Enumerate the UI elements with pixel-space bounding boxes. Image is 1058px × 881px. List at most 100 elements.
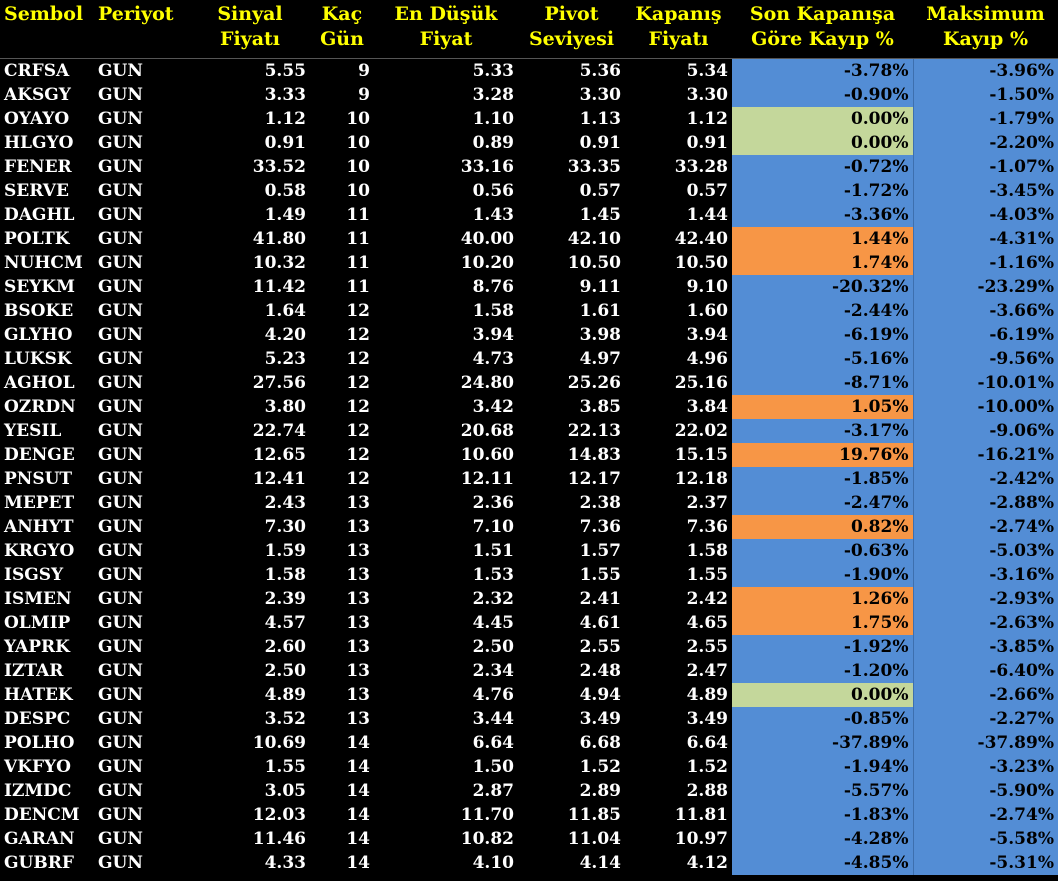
cell-kapanis-fiyati: 4.89 <box>686 685 728 705</box>
table-row: VKFYO GUN 1.55 14 1.50 1.52 1.52 -1.94% -3.23% <box>0 755 1058 779</box>
cell-periyot: GUN <box>98 469 143 489</box>
cell-pivot-seviyesi: 1.57 <box>579 541 621 561</box>
cell-kac-gun: 13 <box>346 517 370 537</box>
cell-pivot-seviyesi: 3.85 <box>579 397 621 417</box>
header-label-line2: Kayıp % <box>942 28 1029 50</box>
cell-pivot-seviyesi: 3.98 <box>579 325 621 345</box>
header-periyot: Periyot <box>94 0 190 59</box>
header-sembol: Sembol <box>0 0 94 59</box>
cell-kapanis-fiyati: 7.36 <box>686 517 728 537</box>
cell-kac-gun: 10 <box>346 181 370 201</box>
cell-kac-gun: 11 <box>346 205 370 225</box>
header-label-line1: Kaç <box>321 3 363 25</box>
cell-pivot-seviyesi: 10.50 <box>567 253 621 273</box>
cell-son-kapanisa-gore-kayip: -1.94% <box>732 755 914 779</box>
cell-kac-gun: 11 <box>346 253 370 273</box>
cell-sinyal-fiyati: 41.80 <box>252 229 306 249</box>
cell-sinyal-fiyati: 10.32 <box>252 253 306 273</box>
cell-pivot-seviyesi: 1.55 <box>579 565 621 585</box>
cell-pivot-seviyesi: 1.45 <box>579 205 621 225</box>
cell-son-kapanisa-gore-kayip: -4.28% <box>732 827 914 851</box>
cell-maksimum-kayip: -2.66% <box>913 683 1058 707</box>
cell-maksimum-kayip: -3.85% <box>913 635 1058 659</box>
cell-maksimum-kayip: -5.58% <box>913 827 1058 851</box>
header-kac-gun: Kaç Gün <box>310 0 374 59</box>
cell-sembol: POLHO <box>4 733 75 753</box>
cell-maksimum-kayip: -3.45% <box>913 179 1058 203</box>
cell-kapanis-fiyati: 25.16 <box>674 373 728 393</box>
cell-kapanis-fiyati: 1.44 <box>686 205 728 225</box>
header-label-line1: En Düşük <box>394 3 498 25</box>
cell-kapanis-fiyati: 4.12 <box>686 853 728 873</box>
cell-periyot: GUN <box>98 709 143 729</box>
cell-kac-gun: 10 <box>346 133 370 153</box>
cell-en-dusuk-fiyat: 1.53 <box>472 565 514 585</box>
cell-en-dusuk-fiyat: 10.60 <box>460 445 514 465</box>
table-row: HLGYO GUN 0.91 10 0.89 0.91 0.91 0.00% -2.20% <box>0 131 1058 155</box>
table-row: SERVE GUN 0.58 10 0.56 0.57 0.57 -1.72% -3.45% <box>0 179 1058 203</box>
table-row: KRGYO GUN 1.59 13 1.51 1.57 1.58 -0.63% -5.03% <box>0 539 1058 563</box>
cell-sembol: ISGSY <box>4 565 64 585</box>
cell-en-dusuk-fiyat: 4.45 <box>472 613 514 633</box>
cell-kapanis-fiyati: 5.34 <box>686 61 728 81</box>
cell-pivot-seviyesi: 9.11 <box>579 277 621 297</box>
cell-en-dusuk-fiyat: 3.44 <box>472 709 514 729</box>
cell-kac-gun: 12 <box>346 445 370 465</box>
cell-periyot: GUN <box>98 805 143 825</box>
cell-sinyal-fiyati: 33.52 <box>252 157 306 177</box>
cell-pivot-seviyesi: 4.97 <box>579 349 621 369</box>
cell-son-kapanisa-gore-kayip: 1.44% <box>732 227 914 251</box>
cell-kapanis-fiyati: 3.49 <box>686 709 728 729</box>
cell-sembol: YESIL <box>4 421 62 441</box>
cell-son-kapanisa-gore-kayip: -1.20% <box>732 659 914 683</box>
cell-son-kapanisa-gore-kayip: -1.72% <box>732 179 914 203</box>
table-row: DESPC GUN 3.52 13 3.44 3.49 3.49 -0.85% -2.27% <box>0 707 1058 731</box>
cell-maksimum-kayip: -3.66% <box>913 299 1058 323</box>
cell-sembol: ISMEN <box>4 589 72 609</box>
cell-pivot-seviyesi: 3.30 <box>579 85 621 105</box>
cell-pivot-seviyesi: 7.36 <box>579 517 621 537</box>
table-row: ANHYT GUN 7.30 13 7.10 7.36 7.36 0.82% -2.74% <box>0 515 1058 539</box>
cell-sembol: SERVE <box>4 181 69 201</box>
cell-son-kapanisa-gore-kayip: -6.19% <box>732 323 914 347</box>
cell-maksimum-kayip: -23.29% <box>913 275 1058 299</box>
cell-periyot: GUN <box>98 685 143 705</box>
cell-maksimum-kayip: -1.79% <box>913 107 1058 131</box>
cell-maksimum-kayip: -2.27% <box>913 707 1058 731</box>
cell-periyot: GUN <box>98 349 143 369</box>
cell-pivot-seviyesi: 5.36 <box>579 61 621 81</box>
cell-maksimum-kayip: -3.96% <box>913 58 1058 83</box>
header-label-line1: Maksimum <box>926 3 1045 25</box>
cell-sinyal-fiyati: 0.58 <box>264 181 306 201</box>
header-label-line2: Fiyatı <box>219 28 281 50</box>
cell-en-dusuk-fiyat: 33.16 <box>460 157 514 177</box>
cell-kac-gun: 14 <box>346 757 370 777</box>
header-label-line2: Fiyat <box>419 28 473 50</box>
table-row: GLYHO GUN 4.20 12 3.94 3.98 3.94 -6.19% -6.19% <box>0 323 1058 347</box>
header-maksimum-kayip: Maksimum Kayıp % <box>913 0 1058 59</box>
cell-periyot: GUN <box>98 757 143 777</box>
cell-sinyal-fiyati: 5.55 <box>264 61 306 81</box>
cell-maksimum-kayip: -2.63% <box>913 611 1058 635</box>
cell-kac-gun: 14 <box>346 853 370 873</box>
table-row: DENCM GUN 12.03 14 11.70 11.85 11.81 -1.83% -2.7… <box>0 803 1058 827</box>
cell-sembol: AGHOL <box>4 373 75 393</box>
cell-maksimum-kayip: -37.89% <box>913 731 1058 755</box>
cell-periyot: GUN <box>98 61 143 81</box>
cell-son-kapanisa-gore-kayip: -37.89% <box>732 731 914 755</box>
cell-son-kapanisa-gore-kayip: -0.90% <box>732 83 914 107</box>
cell-kac-gun: 12 <box>346 397 370 417</box>
cell-pivot-seviyesi: 12.17 <box>567 469 621 489</box>
cell-son-kapanisa-gore-kayip: -1.83% <box>732 803 914 827</box>
table-row: AKSGY GUN 3.33 9 3.28 3.30 3.30 -0.90% -1.50% <box>0 83 1058 107</box>
table-row: LUKSK GUN 5.23 12 4.73 4.97 4.96 -5.16% -9.56% <box>0 347 1058 371</box>
header-label-line1: Son Kapanışa <box>749 3 896 25</box>
cell-kapanis-fiyati: 10.50 <box>674 253 728 273</box>
cell-sembol: GUBRF <box>4 853 74 873</box>
cell-periyot: GUN <box>98 373 143 393</box>
cell-sembol: POLTK <box>4 229 70 249</box>
cell-son-kapanisa-gore-kayip: 19.76% <box>732 443 914 467</box>
cell-sinyal-fiyati: 1.59 <box>264 541 306 561</box>
cell-kapanis-fiyati: 1.58 <box>686 541 728 561</box>
header-sinyal-fiyati: Sinyal Fiyatı <box>190 0 310 59</box>
